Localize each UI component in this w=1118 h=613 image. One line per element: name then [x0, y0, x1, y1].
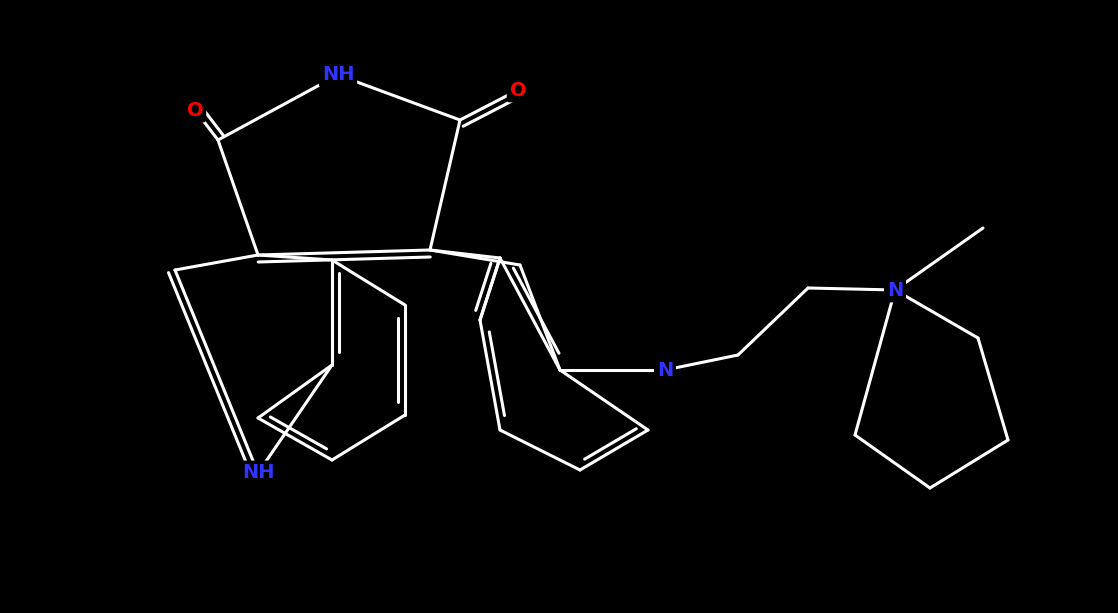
Text: O: O — [510, 80, 527, 99]
Text: N: N — [657, 360, 673, 379]
Text: NH: NH — [241, 463, 274, 482]
Text: O: O — [187, 101, 203, 120]
Text: NH: NH — [322, 66, 354, 85]
Text: N: N — [887, 281, 903, 300]
